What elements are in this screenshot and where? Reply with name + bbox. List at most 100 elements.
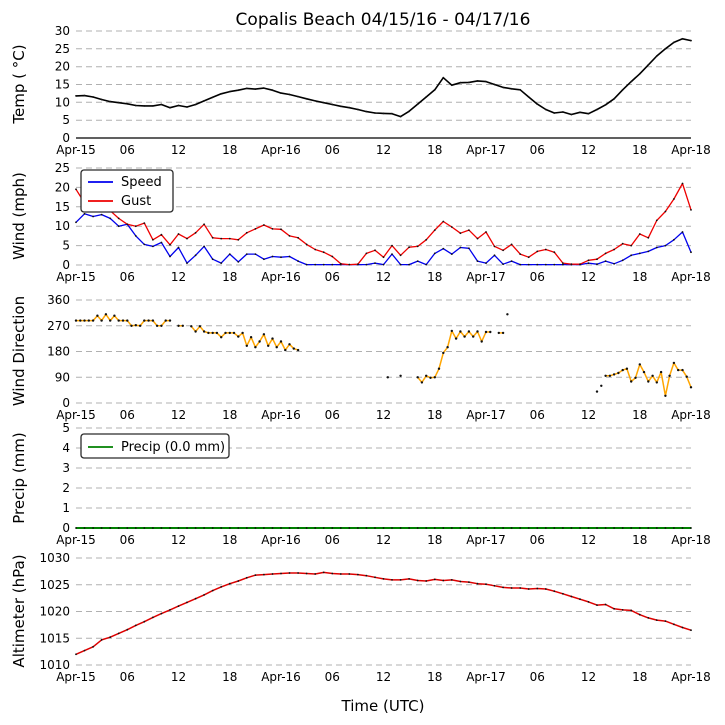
data-point-marker <box>203 245 206 248</box>
x-tick-label: 06 <box>325 270 340 284</box>
data-point-marker <box>232 331 236 335</box>
data-point-marker <box>659 370 663 374</box>
data-point-marker <box>152 245 154 248</box>
data-point-marker <box>553 590 556 593</box>
x-tick-label: 12 <box>581 408 596 422</box>
data-point-marker <box>647 64 650 66</box>
data-point-marker <box>621 242 624 245</box>
data-point-marker <box>579 263 581 266</box>
data-point-marker <box>288 572 291 574</box>
data-point-marker <box>595 390 599 393</box>
data-point-marker <box>92 215 94 218</box>
data-point-marker <box>519 587 522 589</box>
data-point-marker <box>117 101 120 104</box>
data-point-marker <box>399 263 402 266</box>
data-point-marker <box>476 260 479 262</box>
data-point-marker <box>604 260 607 262</box>
data-point-marker <box>655 619 658 621</box>
data-point-marker <box>459 232 462 235</box>
data-point-marker <box>647 250 650 253</box>
data-point-marker <box>75 188 77 191</box>
data-point-marker <box>459 527 462 529</box>
data-point-marker <box>600 384 603 387</box>
data-point-marker <box>664 620 667 622</box>
data-point-marker <box>74 319 78 322</box>
data-point-marker <box>502 586 504 589</box>
y-tick-label: 5 <box>62 421 70 435</box>
x-tick-label: Apr-18 <box>671 143 711 157</box>
x-tick-label: 06 <box>120 408 135 422</box>
data-point-marker <box>630 80 633 83</box>
data-point-marker <box>450 253 453 256</box>
data-point-marker <box>130 324 133 327</box>
data-point-marker <box>152 238 154 241</box>
x-tick-label: 12 <box>171 533 186 547</box>
data-point-marker <box>480 340 483 343</box>
x-tick-label: 12 <box>581 533 596 547</box>
x-tick-label: 06 <box>120 670 135 684</box>
x-tick-label: 18 <box>222 408 237 422</box>
data-point-marker <box>638 613 641 616</box>
x-tick-label: Apr-15 <box>56 143 96 157</box>
data-point-marker <box>126 527 129 529</box>
data-point-marker <box>416 376 419 379</box>
data-point-marker <box>655 381 658 384</box>
data-point-marker <box>604 103 607 106</box>
y-tick-label: 10 <box>55 95 70 109</box>
data-point-marker <box>634 376 637 379</box>
data-point-marker <box>527 263 530 266</box>
data-point-marker <box>249 336 253 339</box>
data-point-marker <box>604 374 607 377</box>
data-point-marker <box>194 597 197 600</box>
y-tick-label: 25 <box>55 42 70 56</box>
data-point-marker <box>186 601 188 604</box>
data-point-marker <box>630 380 633 383</box>
data-point-marker <box>245 231 248 234</box>
data-point-marker <box>237 580 240 582</box>
data-point-marker <box>245 527 248 529</box>
data-point-marker <box>655 55 658 57</box>
data-point-marker <box>203 100 206 102</box>
data-point-marker <box>284 348 287 352</box>
x-tick-label: 06 <box>325 533 340 547</box>
data-point-marker <box>297 95 299 98</box>
data-point-marker <box>596 527 598 529</box>
y-tick-label: 90 <box>55 370 70 384</box>
data-point-marker <box>92 527 94 529</box>
data-point-marker <box>109 100 112 103</box>
data-point-marker <box>134 235 137 237</box>
data-point-marker <box>673 41 675 44</box>
data-point-marker <box>506 313 509 316</box>
data-point-marker <box>117 632 120 635</box>
data-point-marker <box>305 527 308 529</box>
x-tick-label: 12 <box>376 670 391 684</box>
data-point-marker <box>442 247 445 250</box>
y-tick-label: 20 <box>55 60 70 74</box>
data-point-marker <box>442 76 445 79</box>
data-point-marker <box>365 574 368 577</box>
x-tick-label: 06 <box>530 670 545 684</box>
data-point-marker <box>408 578 410 580</box>
data-point-marker <box>357 527 359 529</box>
data-point-marker <box>152 105 154 107</box>
data-point-marker <box>134 324 137 327</box>
data-point-marker <box>143 222 146 225</box>
data-point-marker <box>331 103 334 106</box>
data-point-marker <box>391 244 393 247</box>
data-point-marker <box>147 319 150 322</box>
data-point-marker <box>587 262 590 264</box>
x-tick-label: 18 <box>632 270 647 284</box>
data-point-marker <box>374 262 376 264</box>
data-point-marker <box>442 527 445 529</box>
data-point-marker <box>519 263 522 266</box>
x-tick-label: 06 <box>120 533 135 547</box>
data-point-marker <box>485 80 487 83</box>
data-point-marker <box>587 527 590 529</box>
data-point-marker <box>638 527 641 529</box>
data-point-marker <box>117 217 120 220</box>
data-point-marker <box>468 527 470 529</box>
data-point-marker <box>245 87 248 90</box>
data-point-marker <box>117 527 120 529</box>
data-point-marker <box>83 319 86 322</box>
